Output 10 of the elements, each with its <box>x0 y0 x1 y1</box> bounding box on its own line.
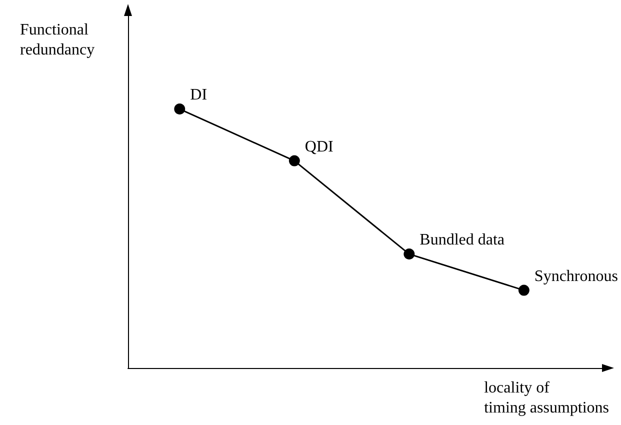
point <box>288 155 300 166</box>
y-axis-title: Functional redundancy <box>20 22 95 58</box>
point <box>404 248 415 260</box>
x-tick-label: DI <box>190 86 208 104</box>
point <box>174 104 186 115</box>
x-tick-label: QDI <box>304 138 334 156</box>
x-axis-title: locality of timing assumptions <box>484 380 610 416</box>
point <box>518 284 530 296</box>
x-tick-label: Synchronous <box>534 268 618 285</box>
x-tick-label: Bundled data <box>420 232 505 249</box>
